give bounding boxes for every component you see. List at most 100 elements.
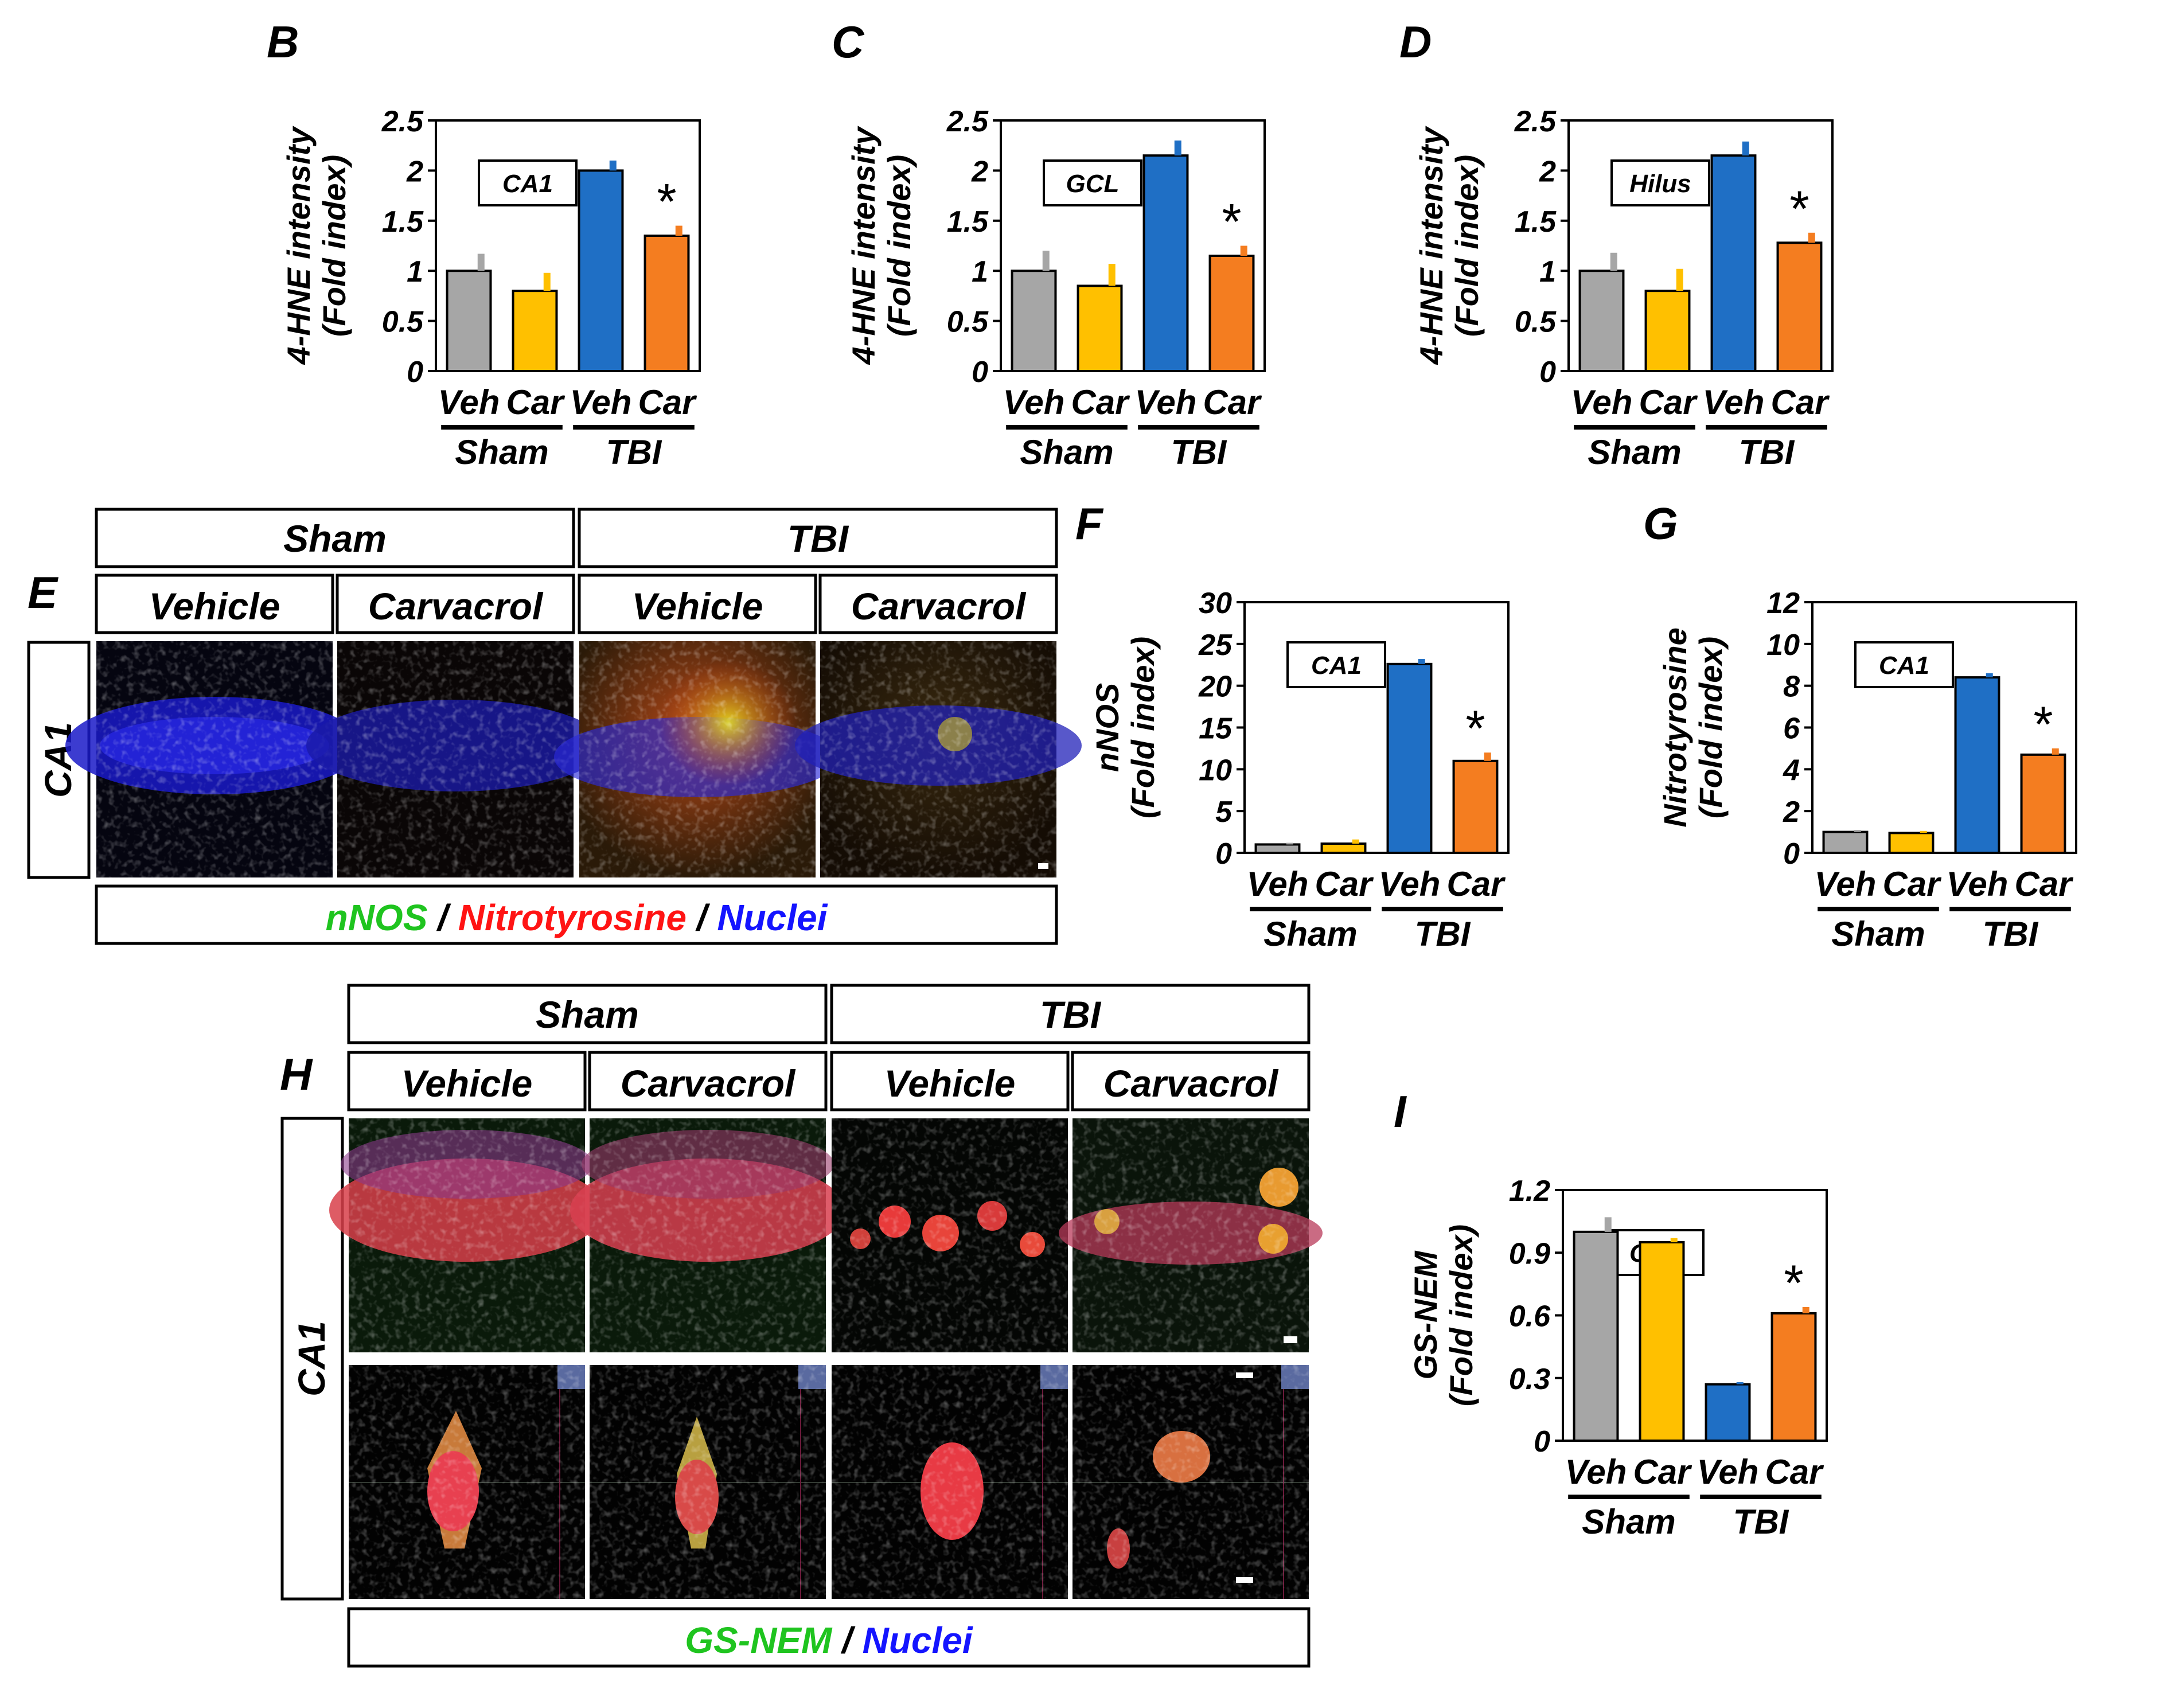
x-category-label: Veh — [1565, 1453, 1627, 1491]
y-tick-label: 0.5 — [382, 306, 424, 339]
y-axis-label: (Fold index) — [1125, 637, 1161, 818]
y-tick-label: 2 — [406, 155, 423, 188]
y-tick-label: 1 — [1539, 255, 1556, 288]
y-tick-label: 0 — [1783, 837, 1800, 871]
bar — [1208, 254, 1255, 373]
x-category-label: Car — [1765, 1453, 1824, 1491]
group-label-tbi: TBI — [787, 517, 849, 560]
x-category-label: Veh — [1703, 383, 1765, 422]
column-box — [578, 574, 817, 634]
group-label: Sham — [455, 433, 548, 471]
significance-marker: * — [1222, 193, 1241, 250]
region-label-box — [478, 159, 578, 206]
y-axis-label: nNOS — [1089, 683, 1125, 773]
bar — [1822, 830, 1869, 855]
region-label: CA1 — [1879, 652, 1929, 680]
y-axis-label: Nitrotyrosine — [1657, 627, 1693, 828]
micrograph-sham-carvacrol-zoom — [590, 1365, 826, 1599]
y-tick-label: 30 — [1199, 587, 1232, 620]
legend-term-nnos: nNOS — [326, 897, 428, 938]
y-tick-label: 0 — [1539, 356, 1556, 389]
y-axis-label: 4-HNE intensity — [845, 126, 882, 365]
significance-marker: * — [657, 173, 676, 230]
micrograph-tbi-vehicle-zoom — [832, 1365, 1068, 1599]
x-category-label: Veh — [1135, 383, 1197, 422]
y-tick-label: 15 — [1199, 712, 1233, 746]
x-category-label: Car — [506, 383, 566, 422]
column-box — [347, 1051, 587, 1111]
bar — [1888, 832, 1935, 855]
legend-separator: / — [687, 897, 717, 938]
column-box — [588, 1051, 828, 1111]
group-label: TBI — [1983, 915, 2039, 953]
group-label-sham: Sham — [536, 993, 639, 1036]
y-tick-label: 1.2 — [1509, 1175, 1550, 1208]
y-tick-label: 0.6 — [1509, 1300, 1551, 1333]
column-label: Vehicle — [149, 585, 280, 627]
y-tick-label: 2 — [1783, 795, 1800, 829]
bar — [1573, 1230, 1619, 1442]
column-box — [95, 574, 334, 634]
region-label-box — [1854, 641, 1954, 688]
panel-letter: D — [1399, 17, 1432, 67]
panel-letter: G — [1643, 498, 1678, 549]
y-tick-label: 5 — [1215, 795, 1233, 829]
bar-chart-i: IGS-NEM(Fold index)00.30.60.91.2CA1*VehC… — [1394, 1086, 1828, 1541]
y-tick-label: 0.9 — [1509, 1237, 1550, 1270]
bar — [644, 235, 690, 372]
panel-letter-e: E — [28, 567, 58, 618]
row-label-box — [280, 1117, 344, 1601]
micrograph-tbi-carvacrol-zoom — [1072, 1365, 1309, 1599]
column-box — [818, 574, 1058, 634]
y-axis-label: (Fold index) — [881, 155, 917, 337]
micrograph-tbi-vehicle — [554, 641, 841, 877]
y-tick-label: 2.5 — [946, 105, 989, 138]
x-category-label: Car — [1770, 383, 1830, 422]
x-category-label: Car — [1315, 865, 1374, 903]
panel-letter: I — [1394, 1086, 1407, 1137]
bar — [1776, 241, 1823, 373]
plot-frame — [1562, 1189, 1828, 1442]
legend-box — [95, 884, 1058, 945]
y-axis-label: 4-HNE intensity — [1413, 126, 1449, 365]
x-category-label: Veh — [1247, 865, 1309, 903]
bar — [2020, 753, 2066, 855]
group-label: Sham — [1263, 915, 1357, 953]
y-tick-label: 0 — [1215, 837, 1232, 871]
group-label: Sham — [1020, 433, 1113, 471]
bar — [1011, 270, 1057, 373]
y-tick-label: 6 — [1783, 712, 1800, 746]
plot-frame — [1567, 119, 1834, 372]
region-label: Hilus — [1629, 170, 1691, 198]
plot-frame — [1811, 601, 2077, 854]
micrograph-sham-carvacrol-overview — [570, 1118, 845, 1352]
group-box-sham — [95, 508, 575, 568]
bar — [1320, 842, 1367, 855]
panel-letter: C — [832, 17, 865, 67]
column-box — [1071, 1051, 1311, 1111]
bar-chart-b: B 4-HNE intensity (Fold index) 0 0.5 1 1.5 2 2.5… — [267, 17, 701, 471]
micrograph-tbi-carvacrol — [795, 641, 1082, 877]
y-tick-label: 0.3 — [1509, 1363, 1550, 1396]
group-label: TBI — [1415, 915, 1471, 953]
column-label: Vehicle — [632, 585, 763, 627]
column-box — [830, 1051, 1070, 1111]
bar — [1705, 1383, 1751, 1442]
y-tick-label: 2.5 — [1514, 105, 1557, 138]
group-label: Sham — [1831, 915, 1925, 953]
stain-legend-e: nNOS / Nitrotyrosine / Nuclei — [326, 897, 828, 938]
significance-marker: * — [1784, 1254, 1803, 1311]
column-label: Carvacrol — [1103, 1062, 1279, 1105]
column-label: Vehicle — [884, 1062, 1016, 1105]
y-axis-label: (Fold index) — [316, 155, 352, 337]
x-category-label: Car — [2014, 865, 2074, 903]
legend-term-nuclei: Nuclei — [717, 897, 828, 938]
group-label: TBI — [606, 433, 662, 471]
bar — [578, 169, 624, 372]
y-tick-label: 2 — [971, 155, 988, 188]
panel-letter-h: H — [280, 1049, 313, 1099]
y-tick-label: 2 — [1539, 155, 1556, 188]
y-tick-label: 10 — [1199, 754, 1232, 787]
